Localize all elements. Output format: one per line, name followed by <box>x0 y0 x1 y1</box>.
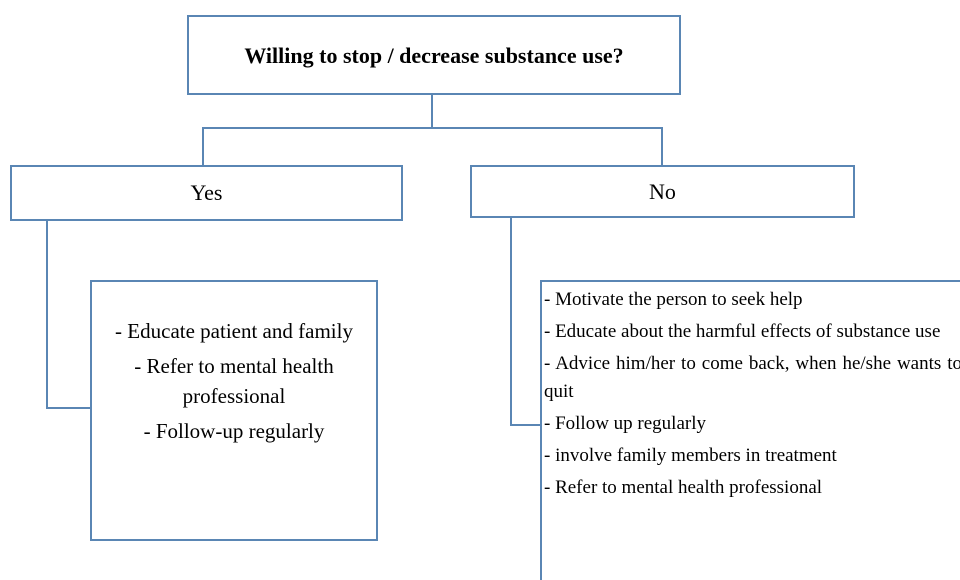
question-box: Willing to stop / decrease substance use… <box>187 15 681 95</box>
yes-box: Yes <box>10 165 403 221</box>
item: - involve family members in treatment <box>544 445 837 466</box>
connectors <box>46 95 663 426</box>
no-box: No <box>470 165 855 218</box>
item: - Refer to mental health professional <box>544 477 823 498</box>
connector <box>510 218 540 426</box>
item: - Educate patient and family <box>115 319 353 343</box>
item: - Motivate the person to seek help <box>544 289 803 310</box>
item: - Refer to mental health professional <box>134 354 334 408</box>
no-items: - Motivate the person to seek help - Educ… <box>540 280 960 580</box>
item: - Follow-up regularly <box>143 419 325 443</box>
item: - Follow up regularly <box>544 413 707 434</box>
item: - Advice him/her to come back, when he/s… <box>544 353 960 402</box>
yes-items: - Educate patient and family - Refer to m… <box>90 280 378 541</box>
yes-label: Yes <box>190 180 223 205</box>
page: Willing to stop / decrease substance use… <box>10 15 960 580</box>
question: Willing to stop / decrease substance use… <box>244 42 624 68</box>
item: - Educate about the harmful effects of s… <box>544 321 941 342</box>
connector <box>46 221 90 409</box>
no-label: No <box>649 178 676 204</box>
connector <box>202 127 663 165</box>
